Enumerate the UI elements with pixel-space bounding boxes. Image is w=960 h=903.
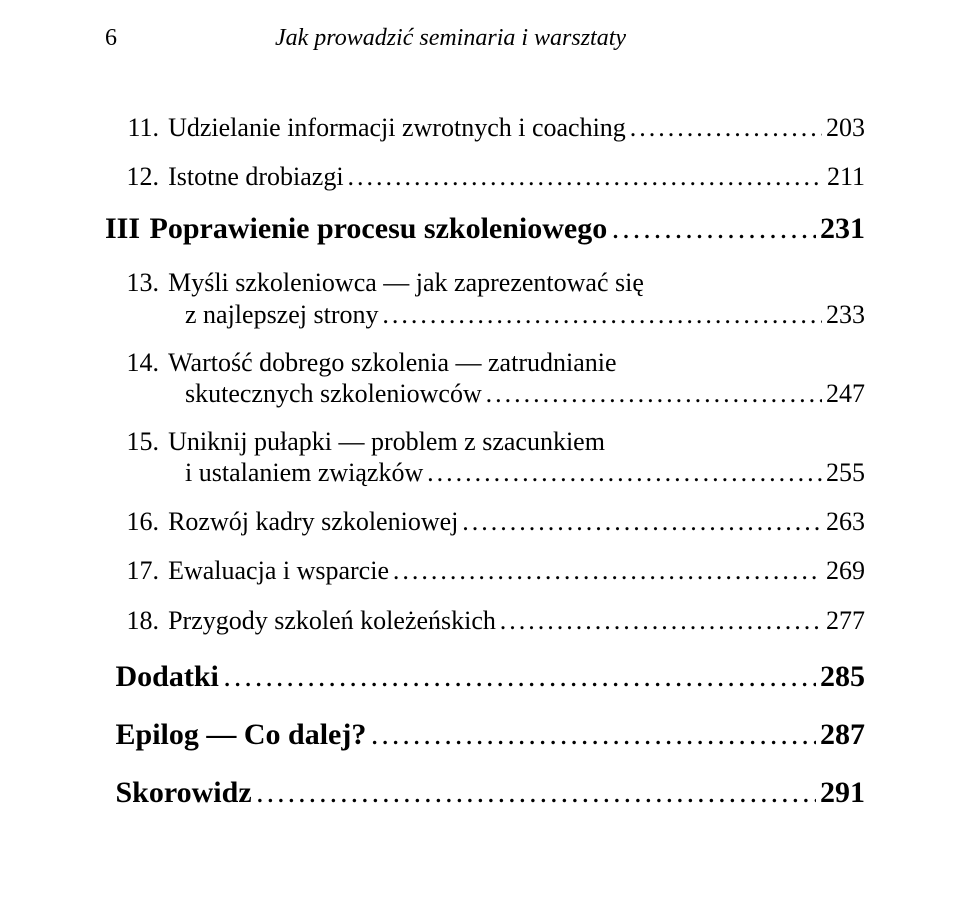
toc-entry-label: Ewaluacja i wsparcie [159,556,389,586]
toc-entry-label: Uniknij pułapki — problem z szacunkiem [159,427,605,457]
toc-entry-page: 277 [826,606,865,636]
toc-leader [612,210,816,246]
toc-entry: 13.Myśli szkoleniowca — jak zaprezentowa… [105,268,865,329]
toc-entry-label: Skorowidz [105,776,252,810]
toc-entry: 17.Ewaluacja i wsparcie 269 [105,555,865,586]
page-content: 6 Jak prowadzić seminaria i warsztaty 11… [105,25,865,832]
toc-entry-number: 12. [105,162,159,192]
toc-entry-page: 263 [826,507,865,537]
toc-entry: 16.Rozwój kadry szkoleniowej 263 [105,506,865,537]
toc-leader [486,378,822,409]
toc-leader [393,555,822,586]
toc-entry-number: 18. [105,606,159,636]
toc-entry-page: 285 [820,660,865,694]
toc-entry-label: Dodatki [105,660,219,694]
toc-entry: 15.Uniknij pułapki — problem z szacunkie… [105,427,865,488]
toc-entry-label-cont: i ustalaniem związków [185,458,423,488]
toc-entry-label-cont: skutecznych szkoleniowców [185,379,482,409]
toc-entry: 12.Istotne drobiazgi 211 [105,161,865,192]
toc-leader [382,298,822,329]
toc-entry: 11.Udzielanie informacji zwrotnych i coa… [105,112,865,143]
toc-entry-number: 11. [105,113,159,143]
toc-entry-page: 269 [826,556,865,586]
toc-entry-label: Myśli szkoleniowca — jak zaprezentować s… [159,268,644,298]
book-title: Jak prowadzić seminaria i warsztaty [275,25,626,52]
toc-entry-page: 211 [827,162,865,192]
toc-entry-number: III [105,212,139,246]
toc-entry-label: Epilog — Co dalej? [105,718,366,752]
toc-entry-page: 231 [820,212,865,246]
toc-leader [347,161,823,192]
toc-entry: 18.Przygody szkoleń koleżeńskich 277 [105,604,865,635]
toc-entry-number: 14. [105,348,159,378]
toc-leader [223,658,815,694]
toc-entry-page: 287 [820,718,865,752]
toc-leader [500,604,822,635]
toc-entry-page: 233 [826,300,865,330]
toc-entry-label: Istotne drobiazgi [159,162,344,192]
toc-leader [427,457,822,488]
running-head: 6 Jak prowadzić seminaria i warsztaty [105,25,865,52]
toc-leader [462,506,822,537]
toc-entry: Skorowidz 291 [105,774,865,810]
toc-entry-label: Przygody szkoleń koleżeńskich [159,606,496,636]
toc-entry: IIIPoprawienie procesu szkoleniowego 231 [105,210,865,246]
toc-entry-number: 17. [105,556,159,586]
toc-entry: 14.Wartość dobrego szkolenia — zatrudnia… [105,348,865,409]
toc-entry: Dodatki 285 [105,658,865,694]
toc-entry-label: Rozwój kadry szkoleniowej [159,507,458,537]
toc-entry-label: Udzielanie informacji zwrotnych i coachi… [159,113,626,143]
toc-entry-page: 291 [820,776,865,810]
toc-leader [630,112,822,143]
toc-entry-page: 255 [826,458,865,488]
toc-leader [256,774,815,810]
table-of-contents: 11.Udzielanie informacji zwrotnych i coa… [105,112,865,810]
toc-entry-number: 13. [105,268,159,298]
toc-entry-label: Wartość dobrego szkolenia — zatrudnianie [159,348,617,378]
toc-entry-page: 203 [826,113,865,143]
toc-leader [371,716,816,752]
toc-entry-number: 16. [105,507,159,537]
toc-entry-number: 15. [105,427,159,457]
toc-entry-label: Poprawienie procesu szkoleniowego [139,212,607,246]
page-number: 6 [105,25,117,52]
toc-entry: Epilog — Co dalej? 287 [105,716,865,752]
toc-entry-page: 247 [826,379,865,409]
toc-entry-label-cont: z najlepszej strony [185,300,379,330]
